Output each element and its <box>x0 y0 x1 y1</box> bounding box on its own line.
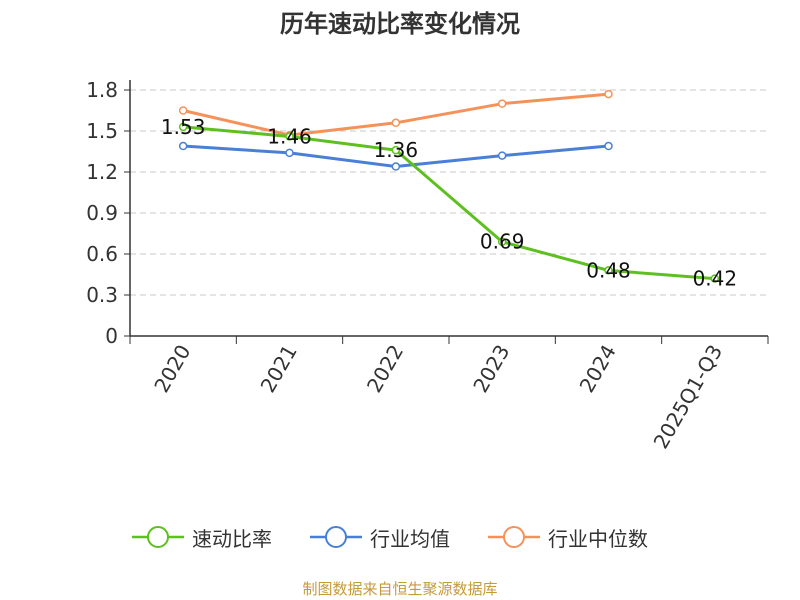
x-tick-label: 2021 <box>256 341 302 397</box>
series-line <box>182 92 609 137</box>
legend-swatch-icon <box>310 526 362 548</box>
chart-title: 历年速动比率变化情况 <box>280 10 520 38</box>
data-label: 1.46 <box>267 124 312 148</box>
y-tick-label: 0.9 <box>86 201 118 225</box>
y-tick-label: 0.6 <box>86 242 118 266</box>
data-point <box>604 89 613 99</box>
data-point <box>710 274 720 283</box>
y-tick-label: 1.8 <box>86 78 118 102</box>
legend-swatch-icon <box>132 526 184 548</box>
x-tick-label: 2020 <box>149 341 195 397</box>
x-tick-label: 2022 <box>362 341 408 397</box>
data-point <box>604 141 613 151</box>
data-point <box>497 99 507 108</box>
data-label: 1.53 <box>161 115 206 139</box>
y-tick-label: 0 <box>105 324 118 348</box>
data-point <box>604 266 613 275</box>
data-label: 0.42 <box>693 267 738 291</box>
data-point <box>285 148 294 158</box>
legend-item[interactable]: 行业均值 <box>310 519 450 555</box>
grid-lines <box>130 89 768 296</box>
y-tick-label: 0.3 <box>86 283 118 307</box>
data-point <box>391 145 401 155</box>
y-axis-ticks: 0 0.3 0.6 0.9 1.2 1.5 1.8 <box>86 78 130 348</box>
y-tick-label: 1.2 <box>86 160 118 184</box>
data-point <box>178 106 188 115</box>
legend-label: 行业中位数 <box>548 526 648 551</box>
data-label: 1.36 <box>374 138 419 162</box>
data-label: 0.48 <box>586 258 631 282</box>
source-note: 制图数据来自恒生聚源数据库 <box>302 580 498 598</box>
data-point <box>178 122 188 132</box>
data-point <box>178 141 188 151</box>
data-point <box>391 162 401 171</box>
data-point <box>497 151 507 160</box>
x-axis-ticks: 2020 2021 2022 2023 2024 2025Q1-Q3 <box>129 336 769 453</box>
x-tick-label: 2024 <box>575 341 621 397</box>
legend-swatch-icon <box>488 526 540 548</box>
data-point <box>285 132 294 141</box>
legend-item[interactable]: 速动比率 <box>132 519 272 555</box>
legend-label: 行业均值 <box>370 526 450 551</box>
legend-item[interactable]: 行业中位数 <box>488 519 648 555</box>
data-point <box>391 118 401 128</box>
axes <box>129 80 768 337</box>
series-lines <box>182 92 715 281</box>
x-tick-label: 2023 <box>468 340 514 396</box>
data-label: 0.69 <box>480 230 525 254</box>
series-line <box>183 125 715 281</box>
series-points <box>178 89 720 283</box>
data-point <box>497 237 507 246</box>
legend-label: 速动比率 <box>192 526 272 551</box>
y-tick-label: 1.5 <box>86 119 118 143</box>
data-labels: 1.53 1.46 1.36 0.69 0.48 0.42 <box>161 115 737 291</box>
legend: 速动比率 行业均值 行业中位数 <box>0 519 800 555</box>
x-tick-label: 2025Q1-Q3 <box>648 341 727 453</box>
